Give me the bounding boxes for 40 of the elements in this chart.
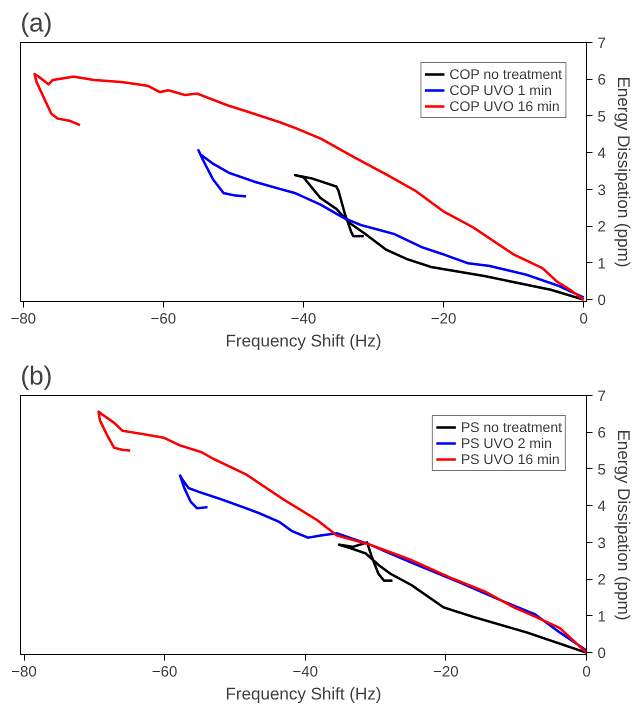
- y2-axis-title: Energy Dissipation (ppm): [614, 76, 633, 268]
- x-tick-label: −60: [152, 664, 178, 680]
- y2-tick-label: 5: [598, 461, 606, 478]
- y2-tick-label: 3: [598, 182, 606, 199]
- y2-tick-label: 6: [598, 424, 606, 442]
- line-series: [97, 410, 586, 654]
- x-tick-label: 0: [580, 310, 588, 328]
- y2-tick-label: 4: [598, 498, 606, 516]
- chart-title: (a): [20, 8, 52, 38]
- legend-label: PS UVO 16 min: [460, 451, 560, 467]
- x-tick-label: −80: [11, 664, 37, 680]
- y2-tick-label: 2: [598, 218, 606, 236]
- legend-label: COP UVO 16 min: [449, 98, 560, 114]
- x-tick-label: −40: [292, 664, 318, 680]
- x-tick-label: −40: [290, 310, 316, 328]
- x-tick-label: −20: [433, 664, 459, 680]
- legend-label: PS no treatment: [460, 419, 562, 435]
- y2-tick-label: 4: [598, 145, 606, 162]
- legend-label: COP no treatment: [449, 66, 562, 82]
- x-tick-label: −60: [150, 310, 176, 328]
- y2-tick-label: 1: [598, 255, 606, 272]
- x-tick-label: −20: [430, 310, 456, 328]
- y2-tick-label: 6: [598, 72, 606, 89]
- x-axis-title: Frequency Shift (Hz): [226, 684, 382, 704]
- y2-tick-label: 5: [598, 108, 606, 126]
- y2-tick-label: 1: [598, 608, 606, 626]
- y2-tick-label: 0: [598, 292, 606, 310]
- x-tick-label: 0: [582, 664, 591, 680]
- y2-tick-label: 2: [598, 572, 606, 589]
- x-axis-title: Frequency Shift (Hz): [226, 332, 382, 350]
- legend-label: COP UVO 1 min: [449, 82, 552, 98]
- x-tick-label: −80: [10, 310, 36, 328]
- chart-title: (b): [20, 360, 52, 390]
- line-series: [197, 148, 585, 299]
- y2-tick-label: 7: [598, 388, 606, 405]
- y2-tick-label: 7: [598, 35, 606, 52]
- legend-label: PS UVO 2 min: [460, 435, 552, 451]
- y2-tick-label: 0: [598, 645, 606, 662]
- y2-axis-title: Energy Dissipation (ppm): [614, 430, 633, 620]
- y2-tick-label: 3: [598, 534, 606, 552]
